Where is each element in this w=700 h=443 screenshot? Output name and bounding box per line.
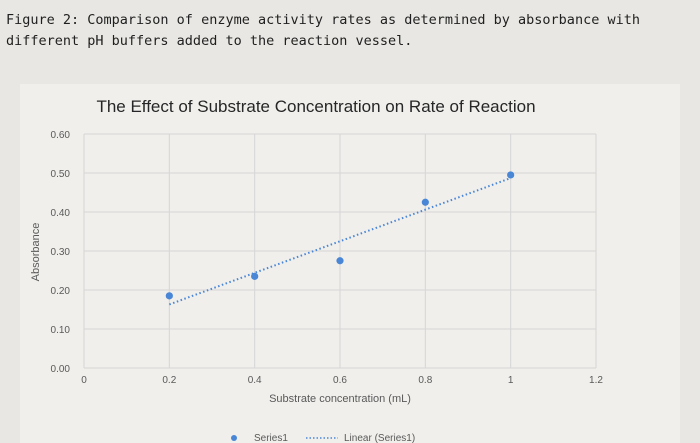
chart-area <box>20 84 680 443</box>
trendline <box>168 177 512 306</box>
x-tick-label: 0 <box>81 375 87 386</box>
legend-marker-series1 <box>231 435 237 441</box>
x-tick-label: 0.4 <box>248 375 262 386</box>
data-point <box>251 272 259 280</box>
tick-labels: 0.00 0.10 0.20 0.30 0.40 0.50 0.60 0 0.2 0.4 0.6 0.… <box>51 130 604 386</box>
y-axis-label: Absorbance <box>30 223 42 282</box>
gridlines <box>83 133 597 369</box>
x-tick-label: 0.8 <box>418 375 432 386</box>
data-point <box>421 198 429 206</box>
y-tick-label: 0.40 <box>51 208 71 219</box>
y-tick-label: 0.20 <box>51 286 71 297</box>
y-tick-label: 0.00 <box>51 364 71 375</box>
chart-title: The Effect of Substrate Concentration on… <box>96 97 535 116</box>
x-tick-label: 0.2 <box>162 375 176 386</box>
y-tick-label: 0.30 <box>51 247 71 258</box>
data-points <box>165 171 515 300</box>
legend-entry-trendline: Linear (Series1) <box>344 433 415 443</box>
trendline-group <box>168 177 512 306</box>
y-tick-label: 0.60 <box>51 130 71 141</box>
figure-caption: Figure 2: Comparison of enzyme activity … <box>6 12 649 49</box>
x-tick-label: 1 <box>508 375 514 386</box>
legend-entry-series1: Series1 <box>254 433 288 443</box>
data-point <box>507 171 515 179</box>
data-point <box>336 257 344 265</box>
y-tick-label: 0.10 <box>51 325 71 336</box>
x-axis-label: Substrate concentration (mL) <box>269 393 411 405</box>
y-tick-label: 0.50 <box>51 169 71 180</box>
x-tick-label: 0.6 <box>333 375 347 386</box>
legend: Series1 Linear (Series1) <box>231 433 415 443</box>
data-point <box>165 292 173 300</box>
x-tick-label: 1.2 <box>589 375 603 386</box>
